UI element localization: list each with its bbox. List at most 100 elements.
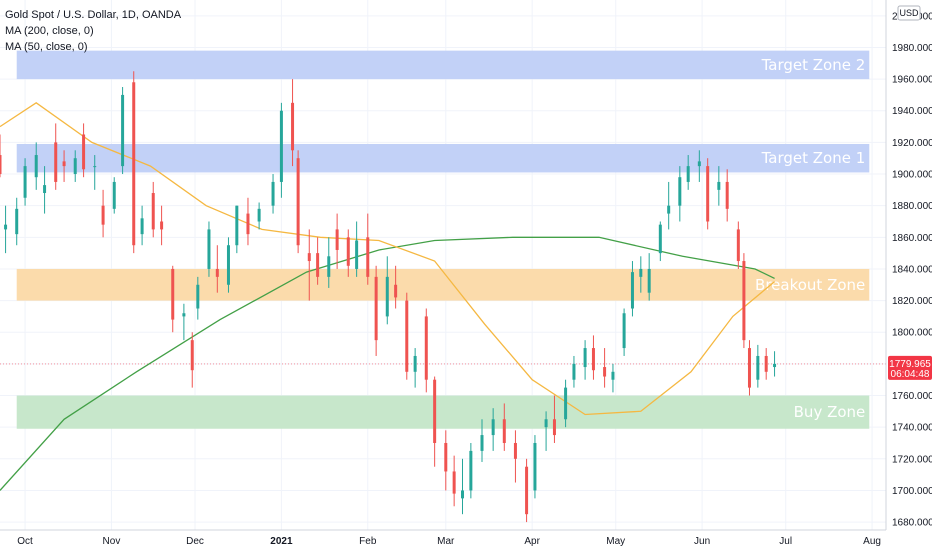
candle [190,332,194,388]
candle [366,213,370,285]
candle-body [43,185,47,194]
candle-body [533,442,537,491]
candle [469,442,473,499]
candle-body [394,284,398,298]
candle-body [34,155,38,178]
candle-body [469,450,473,491]
candle-body [246,213,250,235]
candle-body [207,229,211,269]
candle [433,376,437,467]
candle [773,351,777,377]
candle-body [725,181,729,209]
candle-body [15,208,19,235]
candle-body [405,300,409,372]
candle-body [742,261,746,341]
zone-0 [16,50,870,80]
candle [112,177,116,214]
candle [82,123,86,178]
candle [678,166,682,222]
y-tick-label: 1840.000 [892,264,932,275]
candle [151,181,155,238]
candle-body [62,161,66,167]
y-tick-label: 1680.000 [892,518,932,529]
candles [0,71,777,523]
candle [101,189,105,238]
candle [291,79,295,167]
candle-body [603,367,607,377]
candle [480,419,484,462]
currency-label: USD [899,8,919,18]
candle-body [572,363,576,380]
y-tick-label: 1920.000 [892,138,932,149]
y-tick-label: 1880.000 [892,201,932,212]
candle-body [564,387,568,420]
candle [461,458,465,515]
zones: Target Zone 2 Target Zone 1 Breakout Zone B… [16,50,870,429]
candle [271,174,275,214]
candle [756,344,760,388]
candle [747,340,751,396]
candle-body [307,253,311,262]
y-tick-label: 1740.000 [892,423,932,434]
candle-body [196,284,200,309]
candle-body [647,268,651,293]
candle [62,150,66,182]
candle-body [413,355,417,372]
candle [725,169,729,222]
candle-body [583,348,587,368]
candle-body [235,205,239,246]
candle-body [756,355,760,380]
currency-box: USD [897,5,921,21]
y-tick-label: 1940.000 [892,106,932,117]
y-tick-label: 1980.000 [892,43,932,54]
zone-label-3: Buy Zone [794,403,866,421]
candle-body [190,340,194,371]
y-tick-label: 1960.000 [892,75,932,86]
x-tick-label: Dec [186,536,204,547]
y-tick-label: 1900.000 [892,170,932,181]
candle [630,261,634,317]
candle [279,102,283,198]
candle-body [327,256,331,277]
candle [572,355,576,388]
candle-body [491,419,495,436]
candle-body [667,205,671,214]
candle [132,71,136,254]
candle-body [552,419,556,436]
candle [611,363,615,393]
candle [491,408,495,451]
candle [764,348,768,380]
candle [583,340,587,380]
candle-body [257,208,261,222]
candle-body [686,166,690,182]
candle-body [316,253,320,277]
candle [23,158,27,206]
candle-body [82,134,86,170]
candle [316,237,320,285]
candle-body [525,466,529,515]
candle [658,221,662,262]
zone-2 [16,268,870,301]
y-tick-label: 1760.000 [892,391,932,402]
candle-body [355,240,359,269]
candle-body [132,82,136,246]
candle-body [335,229,339,250]
candle-body [171,268,175,320]
candle-body [452,471,456,494]
candle-body [622,313,626,349]
candle-body [160,221,164,230]
y-tick-label: 1820.000 [892,296,932,307]
zone-label-1: Target Zone 1 [761,149,866,167]
y-tick-label: 1720.000 [892,454,932,465]
candle-body [4,224,8,230]
candle-body [591,348,595,371]
candle [15,197,19,246]
candle [93,155,97,190]
candle-body [279,110,283,182]
candle-body [717,181,721,190]
candle-body [271,181,275,206]
candle [622,308,626,356]
